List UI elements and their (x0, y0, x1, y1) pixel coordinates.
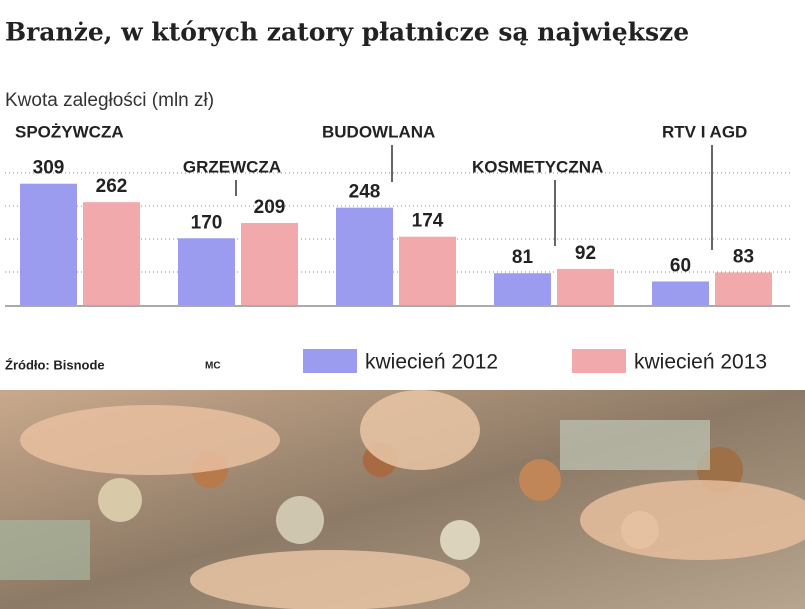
value-label: 309 (33, 158, 65, 179)
bar (336, 207, 393, 305)
legend-swatch (572, 349, 626, 373)
bar (178, 238, 235, 305)
y-axis-label: Kwota zaległości (mln zł) (5, 90, 214, 111)
source: Źródło: Bisnode (5, 357, 105, 372)
legend-swatch (303, 349, 357, 373)
photo (0, 390, 805, 609)
value-label: 83 (733, 246, 754, 267)
bar (557, 268, 614, 305)
bar (20, 183, 77, 305)
value-label: 60 (670, 255, 691, 276)
legend-label: kwiecień 2012 (365, 351, 498, 374)
value-label: 81 (512, 247, 534, 268)
bar (494, 273, 551, 305)
bar (83, 202, 140, 305)
category-label: RTV I AGD (662, 122, 747, 141)
value-label: 170 (191, 212, 223, 233)
bar (399, 236, 456, 305)
legend-label: kwiecień 2013 (634, 351, 767, 374)
value-label: 248 (349, 182, 381, 203)
author: MC (205, 361, 221, 372)
grid-decoration (5, 172, 790, 273)
bar (652, 281, 709, 305)
value-label: 209 (254, 197, 286, 218)
value-label: 174 (412, 211, 444, 232)
value-label: 92 (575, 243, 596, 264)
value-label: 262 (96, 176, 128, 197)
category-label: KOSMETYCZNA (472, 157, 603, 176)
chart-title: Branże, w których zatory płatnicze są na… (5, 18, 689, 47)
bar (241, 222, 298, 305)
category-label: BUDOWLANA (322, 122, 435, 141)
category-label: SPOŻYWCZA (15, 122, 124, 141)
category-label: GRZEWCZA (183, 157, 281, 176)
bar (715, 272, 772, 305)
